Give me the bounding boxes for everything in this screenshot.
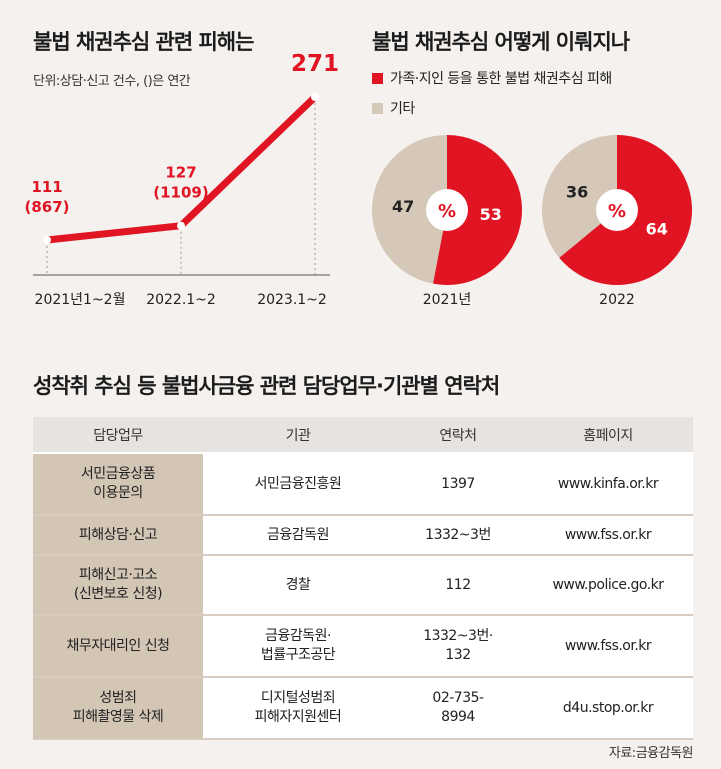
table-row: 피해신고·고소 (신변보호 신청) 경찰 112 www.police.go.k…	[33, 555, 693, 616]
pie-chart-title: 불법 채권추심 어떻게 이뤄지나	[372, 30, 630, 54]
header-homepage: 홈페이지	[523, 417, 693, 454]
data-point	[43, 236, 51, 244]
row-homepage-link[interactable]: www.fss.or.kr	[523, 515, 693, 556]
legend-item-family: 가족·지인 등을 통한 불법 채권추심 피해	[372, 68, 612, 88]
header-agency: 기관	[203, 417, 393, 454]
slice-value-label: 36	[566, 182, 588, 201]
row-homepage-link[interactable]: www.kinfa.or.kr	[523, 453, 693, 516]
row-agency: 경찰	[203, 555, 393, 616]
row-homepage-link[interactable]: www.fss.or.kr	[523, 615, 693, 678]
row-contact: 1332~3번	[393, 515, 523, 556]
row-agency: 금융감독원· 법률구조공단	[203, 615, 393, 678]
row-agency: 금융감독원	[203, 515, 393, 556]
table-row: 성범죄 피해촬영물 삭제 디지털성범죄 피해자지원센터 02-735- 8994…	[33, 677, 693, 740]
line-chart-subtitle: 단위:상담·신고 건수, ()은 연간	[33, 74, 191, 89]
annual-label: (867)	[24, 198, 69, 216]
pie-legend: 가족·지인 등을 통한 불법 채권추심 피해 기타	[372, 68, 612, 118]
table-row: 피해상담·신고 금융감독원 1332~3번 www.fss.or.kr	[33, 515, 693, 556]
header-duty: 담당업무	[33, 417, 203, 454]
legend-item-other: 기타	[372, 98, 612, 118]
legend-swatch-beige	[372, 102, 383, 114]
legend-swatch-red	[372, 72, 383, 84]
table-row: 서민금융상품 이용문의 서민금융진흥원 1397 www.kinfa.or.kr	[33, 453, 693, 516]
x-tick-label: 2022.1~2	[146, 292, 216, 308]
row-homepage-link[interactable]: www.police.go.kr	[523, 555, 693, 616]
legend-label-family: 가족·지인 등을 통한 불법 채권추심 피해	[390, 71, 612, 87]
row-contact: 02-735- 8994	[393, 677, 523, 740]
row-agency: 서민금융진흥원	[203, 453, 393, 516]
table-row: 채무자대리인 신청 금융감독원· 법률구조공단 1332~3번· 132 www…	[33, 615, 693, 678]
x-tick-label: 2021년1~2월	[35, 292, 126, 308]
header-contact: 연락처	[393, 417, 523, 454]
data-label: 111	[31, 178, 62, 196]
line-chart: 111 (867) 127 (1109) 271 2021년1~2월 2022.1~2 202…	[24, 51, 339, 308]
contacts-title: 성착취 추심 등 불법사금융 관련 담당업무·기관별 연락처	[33, 374, 500, 398]
pie-center	[426, 189, 468, 231]
row-homepage-link[interactable]: d4u.stop.or.kr	[523, 677, 693, 740]
slice-value-label: 53	[480, 205, 502, 224]
source-note: 자료:금융감독원	[608, 746, 694, 761]
pie-slice	[432, 135, 522, 285]
contacts-table: 담당업무 기관 연락처 홈페이지 서민금융상품 이용문의 서민금융진흥원 139…	[33, 417, 693, 740]
pie-year-label: 2021년	[423, 292, 472, 308]
legend-label-other: 기타	[390, 101, 415, 117]
pie-center	[596, 189, 638, 231]
x-tick-label: 2023.1~2	[257, 292, 327, 308]
pie-slice	[371, 135, 447, 284]
annual-label: (1109)	[153, 184, 208, 202]
data-point	[311, 93, 319, 101]
row-agency: 디지털성범죄 피해자지원센터	[203, 677, 393, 740]
row-duty: 피해상담·신고	[33, 515, 203, 556]
data-label: 127	[165, 164, 196, 182]
line-chart-title: 불법 채권추심 관련 피해는	[33, 30, 254, 54]
slice-value-label: 64	[646, 220, 668, 239]
row-contact: 112	[393, 555, 523, 616]
row-contact: 1332~3번· 132	[393, 615, 523, 678]
row-duty: 채무자대리인 신청	[33, 615, 203, 678]
data-point	[177, 221, 185, 230]
row-duty: 성범죄 피해촬영물 삭제	[33, 677, 203, 740]
pie-charts: 53 47 % 2021년 64 36% 2022	[371, 135, 692, 308]
percent-label: %	[608, 201, 626, 222]
row-duty: 서민금융상품 이용문의	[33, 453, 203, 516]
data-label: 271	[291, 51, 339, 77]
pie-slice	[542, 135, 617, 258]
slice-value-label: 47	[392, 197, 414, 216]
table-header-row: 담당업무 기관 연락처 홈페이지	[33, 417, 693, 454]
row-duty: 피해신고·고소 (신변보호 신청)	[33, 555, 203, 616]
percent-label: %	[438, 201, 456, 222]
pie-year-label: 2022	[599, 292, 635, 308]
row-contact: 1397	[393, 453, 523, 516]
